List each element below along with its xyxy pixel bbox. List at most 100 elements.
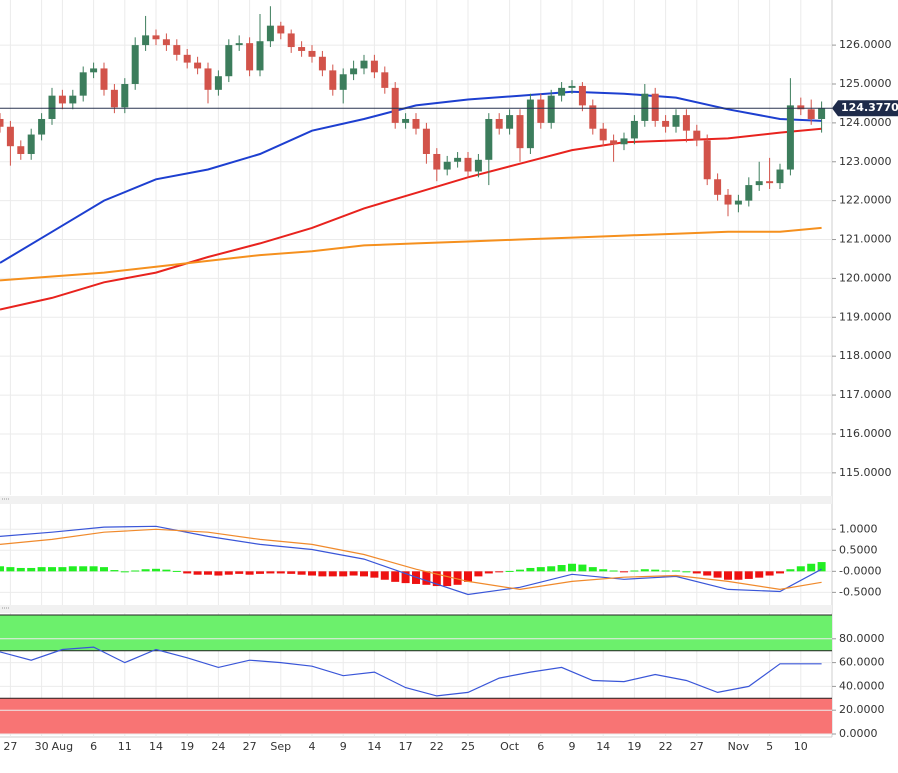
histogram-bar (360, 571, 368, 577)
candle-body (298, 47, 306, 51)
histogram-bar (204, 571, 212, 575)
y-tick-label: 0.0000 (839, 727, 878, 740)
histogram-bar (432, 571, 441, 587)
candle-body (131, 45, 139, 84)
histogram-bar (724, 571, 732, 580)
histogram-bar (27, 567, 36, 572)
candle-body (610, 140, 618, 145)
histogram-bar (630, 570, 639, 572)
zone-band (0, 615, 832, 651)
candle-body (745, 185, 753, 201)
indicator-line (0, 646, 822, 697)
y-tick-label: 122.0000 (839, 194, 892, 207)
y-tick-label: 115.0000 (839, 466, 892, 479)
candle-body (703, 140, 711, 180)
histogram-bar (131, 570, 140, 572)
candle-body (256, 41, 264, 71)
candle-body (350, 68, 358, 75)
candle-body (807, 109, 815, 119)
candle-body (183, 54, 191, 63)
y-tick-label: -0.5000 (839, 585, 881, 598)
histogram-bar (682, 571, 691, 573)
x-tick-label: 27 (690, 740, 704, 753)
candle-body (194, 62, 202, 69)
histogram-bar (58, 567, 67, 572)
histogram-bar (48, 567, 56, 572)
histogram-bar (786, 569, 795, 572)
x-tick-label: 25 (461, 740, 475, 753)
histogram-bar (557, 565, 566, 572)
candle-body (318, 56, 326, 71)
histogram-bar (807, 563, 816, 572)
candle-body (339, 74, 347, 90)
candle-body (589, 105, 597, 129)
candle-body (0, 118, 4, 127)
candle-body (766, 181, 774, 184)
x-tick-label: 22 (659, 740, 673, 753)
x-tick-label: 27 (3, 740, 17, 753)
y-tick-label: 116.0000 (839, 427, 892, 440)
candle-body (381, 72, 389, 88)
candle-body (495, 118, 503, 129)
histogram-bar (464, 571, 472, 582)
y-tick-label: 120.0000 (839, 271, 892, 284)
x-tick-label: 22 (430, 740, 444, 753)
histogram-bar (578, 564, 587, 572)
histogram-bar (141, 569, 150, 572)
histogram-bar (391, 571, 400, 582)
histogram-bar (651, 569, 660, 572)
x-tick-label: 4 (309, 740, 316, 753)
y-tick-label: 117.0000 (839, 388, 892, 401)
candle-body (724, 194, 732, 205)
y-tick-label: 125.0000 (839, 77, 892, 90)
y-tick-label: 126.0000 (839, 38, 892, 51)
last-price-label: 124.3770 (841, 101, 898, 114)
candle-body (90, 68, 98, 73)
indicator-line (0, 525, 822, 596)
histogram-bar (110, 570, 119, 572)
candle-body (17, 146, 25, 154)
x-tick-label: 11 (118, 740, 132, 753)
candle-body (152, 35, 160, 40)
candle-body (454, 157, 462, 162)
histogram-bar (640, 569, 649, 572)
histogram-bar (599, 569, 608, 572)
x-tick-label: 30 (35, 740, 49, 753)
x-tick-label: Nov (728, 740, 750, 753)
candle-body (547, 95, 555, 123)
candle-body (672, 115, 680, 127)
histogram-bar (37, 567, 46, 572)
histogram-bar (817, 562, 826, 572)
candle-body (235, 43, 243, 46)
y-tick-label: -0.0000 (839, 564, 881, 577)
histogram-bar (339, 571, 348, 577)
candle-body (360, 60, 368, 69)
histogram-bar (224, 571, 233, 575)
histogram-bar (6, 567, 15, 572)
candle-body (110, 89, 118, 108)
candle-body (433, 153, 441, 170)
candle-body (287, 33, 295, 48)
candle-body (204, 68, 212, 90)
candle-body (121, 83, 129, 108)
histogram-bar (661, 570, 670, 572)
y-tick-label: 119.0000 (839, 310, 892, 323)
candle-body (142, 35, 150, 46)
candle-body (516, 115, 524, 149)
histogram-bar (401, 571, 410, 584)
candle-body (308, 50, 316, 57)
candle-body (786, 105, 794, 170)
y-tick-label: 0.5000 (839, 543, 878, 556)
histogram-bar (484, 571, 493, 574)
y-tick-label: 40.0000 (839, 679, 885, 692)
candle-body (662, 120, 670, 127)
histogram-bar (100, 567, 108, 572)
histogram-bar (370, 571, 379, 578)
candle-body (27, 134, 35, 154)
histogram-bar (713, 571, 722, 578)
candle-body (734, 200, 742, 205)
candle-body (818, 108, 826, 119)
histogram-bar (692, 571, 701, 574)
candle-body (48, 95, 56, 119)
histogram-bar (68, 566, 77, 572)
